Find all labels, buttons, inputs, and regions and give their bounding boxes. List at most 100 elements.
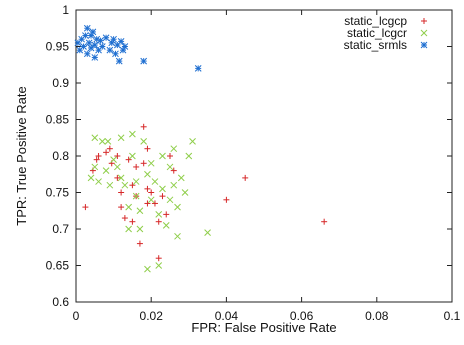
static_lcgcp-point (114, 174, 121, 181)
x-axis: 0 0.02 0.04 0.06 0.08 0.1 (73, 10, 461, 323)
static_srmls-point (83, 50, 91, 58)
y-tick-label: 0.95 (46, 40, 70, 54)
static_lcgcp-point (118, 189, 125, 196)
static_srmls-point (83, 24, 91, 32)
static_lcgcr-point (181, 189, 189, 196)
static_lcgcr-point (159, 152, 166, 160)
static_lcgcp-point (133, 163, 140, 170)
y-tick-label: 1 (62, 3, 69, 17)
static_srmls-point (91, 54, 99, 61)
static_lcgcr-point (151, 178, 159, 185)
x-tick-label: 0 (73, 309, 80, 323)
static_lcgcr-point (204, 229, 211, 237)
static_lcgcr-point (91, 163, 99, 171)
static_lcgcp-point (155, 218, 162, 225)
static_lcgcr-point (102, 167, 110, 174)
static_srmls-point (102, 34, 110, 42)
x-tick-label: 0.1 (444, 309, 461, 323)
static_srmls-point (110, 35, 117, 43)
y-axis: 0.6 0.65 0.7 0.75 0.8 0.85 0.9 0.95 1 (46, 3, 452, 309)
y-tick-label: 0.9 (52, 76, 69, 90)
static_lcgcr-point (162, 221, 170, 229)
legend-marker (420, 41, 428, 49)
static_srmls-point (115, 57, 123, 65)
static_lcgcp-point (242, 174, 249, 181)
y-tick-label: 0.6 (52, 295, 69, 309)
static_lcgcp-point (155, 255, 162, 262)
static_lcgcr-point (144, 265, 151, 273)
legend-marker (420, 29, 428, 37)
static_lcgcp-point (223, 196, 230, 203)
static_srmls-point (85, 39, 93, 47)
static_lcgcr-point (132, 192, 140, 200)
static_lcgcp-point (151, 200, 158, 207)
static_lcgcp-point (103, 149, 110, 156)
static_srmls-point (80, 43, 87, 50)
static_lcgcr-point (104, 138, 112, 145)
static_lcgcr-point (174, 203, 181, 211)
static_lcgcr-point (125, 203, 132, 211)
static_lcgcr-point (95, 178, 102, 185)
static_lcgcp-point (129, 182, 136, 189)
static_lcgcr-point (117, 134, 125, 142)
static_srmls-point (87, 44, 95, 52)
static_lcgcp-point (121, 215, 128, 222)
static_lcgcr-point (129, 130, 136, 138)
static_lcgcr-point (147, 196, 155, 204)
static_lcgcp-point (82, 204, 89, 211)
static_lcgcp-point (144, 200, 151, 207)
static_lcgcr-point (185, 152, 193, 160)
static_lcgcp-point (125, 156, 132, 163)
static_lcgcr-point (174, 232, 181, 240)
static_lcgcp-point (170, 167, 177, 174)
legend-marker (421, 18, 427, 24)
y-tick-label: 0.8 (52, 149, 69, 163)
static_lcgcr-point (129, 152, 136, 160)
static_lcgcr-point (155, 262, 163, 269)
x-axis-label: FPR: False Positive Rate (191, 320, 336, 335)
static_lcgcp-point (144, 145, 151, 152)
static_lcgcr-point (114, 163, 121, 171)
static_lcgcr-point (170, 145, 178, 153)
static_srmls-point (97, 37, 104, 45)
static_lcgcr-point (147, 159, 155, 167)
static_srmls-point (194, 65, 202, 72)
static_lcgcr-point (110, 156, 117, 164)
static_lcgcr-point (106, 181, 114, 189)
static_lcgcp-point (129, 218, 136, 225)
static_lcgcr-point (136, 207, 144, 215)
x-tick-label: 0.04 (215, 309, 239, 323)
static_lcgcr-point (98, 138, 106, 145)
static_lcgcr-point (170, 181, 178, 189)
y-tick-label: 0.85 (46, 113, 70, 127)
static_srmls-point (89, 28, 97, 36)
static_lcgcp-point (140, 123, 147, 130)
static_lcgcp-point (321, 218, 328, 225)
static_srmls-point (106, 46, 114, 54)
static_lcgcr-point (132, 178, 140, 185)
static_lcgcp-point (136, 240, 143, 247)
static_srmls-point (76, 46, 84, 54)
static_lcgcr-point (117, 174, 125, 182)
static_lcgcr-point (144, 170, 151, 178)
x-tick-label: 0.06 (290, 309, 314, 323)
static_lcgcp-point (167, 153, 173, 159)
static_lcgcr-point (125, 225, 132, 233)
y-tick-label: 0.75 (46, 186, 70, 200)
y-axis-label: TPR: True Positive Rate (14, 86, 29, 225)
static_srmls-point (98, 43, 106, 50)
static_lcgcr-point (87, 174, 95, 182)
static_srmls-point (91, 41, 99, 49)
static_lcgcp-point (140, 160, 147, 167)
static_lcgcp-point (106, 145, 113, 152)
static_lcgcp-point (163, 211, 170, 218)
static_srmls-point (140, 57, 148, 65)
static_srmls-point (117, 38, 125, 45)
static_lcgcr-point (121, 181, 129, 189)
x-tick-label: 0.02 (140, 309, 164, 323)
static_lcgcr-point (189, 138, 196, 145)
static_lcgcr-point (136, 225, 144, 233)
static_lcgcp-point (118, 204, 125, 211)
